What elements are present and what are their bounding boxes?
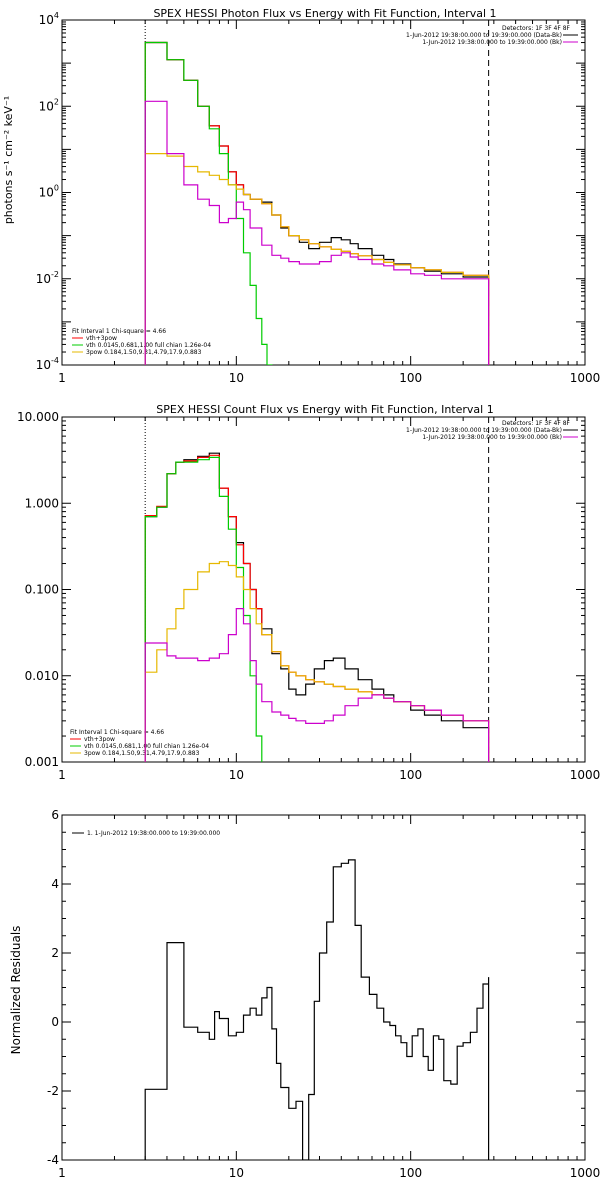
y-tick-label: -4 [47,1153,59,1167]
y-tick-label: 0.010 [25,669,59,683]
chart-title: SPEX HESSI Count Flux vs Energy with Fit… [156,403,493,416]
series-line [144,153,490,365]
y-tick-label: 1.000 [25,496,59,510]
chart-title: SPEX HESSI Photon Flux vs Energy with Fi… [153,7,496,20]
x-tick-label: 100 [399,1166,422,1180]
x-tick-label: 1000 [570,768,600,782]
count-flux-panel: SPEX HESSI Count Flux vs Energy with Fit… [17,403,600,782]
x-tick-label: 1 [58,768,66,782]
y-tick-label: 6 [51,808,59,822]
y-tick-label: 0 [51,1015,59,1029]
legend-vth3pow: vth+3pow [86,335,117,342]
legend-bk: 1-Jun-2012 19:38:00.000 to 19:39:00.000 … [422,39,562,46]
legend-data-minus-bk: 1-Jun-2012 19:38:00.000 to 19:39:00.000 … [406,32,562,39]
legend-top-right: Detectors: 1F 3F 4F 8F 1-Jun-2012 19:38:… [406,25,578,46]
legend-vth3pow: vth+3pow [84,736,115,743]
series-line [144,561,490,762]
y-tick-label: -2 [47,1084,59,1098]
y-tick-label: 2 [51,946,59,960]
x-tick-label: 10 [229,371,244,385]
y-tick-label: 0.100 [25,583,59,597]
legend-detectors: Detectors: 1F 3F 4F 8F [502,420,571,427]
legend-3pow: 3pow 0.184,1.50,9.31,4.79,17.9,0.883 [86,349,202,356]
series-line [144,454,490,762]
y-axis-label: photons s⁻¹ cm⁻² keV⁻¹ [2,96,15,224]
legend-bk: 1-Jun-2012 19:38:00.000 to 19:39:00.000 … [422,434,562,441]
y-tick-label: 102 [39,97,59,113]
legend-bottom-left: Fit Interval 1 Chi-square = 4.66 vth+3po… [70,729,209,757]
legend-top-left: 1. 1-Jun-2012 19:38:00.000 to 19:39:00.0… [72,830,220,837]
y-tick-label: 10-4 [36,356,59,372]
legend-vth: vth 0.0145,0.681,1.00 full chian 1.26e-0… [86,342,211,349]
series-line [144,608,490,762]
x-tick-label: 1 [58,1166,66,1180]
legend-detectors: Detectors: 1F 3F 4F 8F [502,25,571,32]
x-tick-label: 1 [58,371,66,385]
residuals-panel: Normalized Residuals 1. 1-Jun-2012 19:38… [9,808,600,1180]
series-line [144,41,490,365]
legend-fit-interval: Fit Interval 1 Chi-square = 4.66 [70,729,164,736]
plot-frame [61,814,586,1161]
y-tick-label: 100 [39,184,59,200]
x-tick-label: 10 [229,1166,244,1180]
series-line [144,452,490,762]
legend-bottom-left: Fit Interval 1 Chi-square = 4.66 vth+3po… [72,328,211,356]
legend-data-minus-bk: 1-Jun-2012 19:38:00.000 to 19:39:00.000 … [406,427,562,434]
legend-vth: vth 0.0145,0.681,1.00 full chian 1.26e-0… [84,743,209,750]
x-tick-label: 1000 [570,1166,600,1180]
series-line [144,456,263,762]
legend-residual-interval: 1. 1-Jun-2012 19:38:00.000 to 19:39:00.0… [87,830,220,837]
x-tick-label: 100 [399,768,422,782]
plot-frame [61,416,586,763]
y-axis-label: Normalized Residuals [9,926,23,1055]
y-tick-label: 10-2 [36,270,59,286]
legend-top-right: Detectors: 1F 3F 4F 8F 1-Jun-2012 19:38:… [406,420,578,441]
y-tick-label: 104 [39,11,59,27]
y-tick-label: 0.001 [25,755,59,769]
legend-fit-interval: Fit Interval 1 Chi-square = 4.66 [72,328,166,335]
x-tick-label: 1000 [570,371,600,385]
y-tick-label: 10.000 [17,410,59,424]
series-line [144,100,490,365]
photon-flux-panel: SPEX HESSI Photon Flux vs Energy with Fi… [2,7,600,385]
y-tick-label: 4 [51,877,59,891]
x-tick-label: 10 [229,768,244,782]
series-line [144,41,490,365]
plot-frame [61,19,586,366]
x-tick-label: 100 [399,371,422,385]
series-line [144,859,490,1160]
legend-3pow: 3pow 0.184,1.50,9.31,4.79,17.9,0.883 [84,750,200,757]
